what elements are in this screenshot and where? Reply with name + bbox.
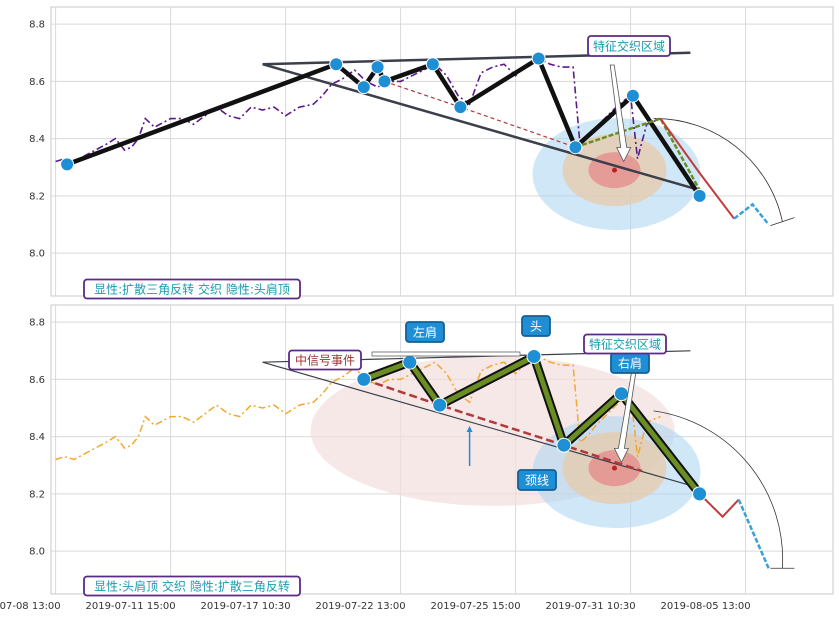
neckline-pointer-head: [466, 426, 473, 433]
projection-tick: [770, 217, 795, 226]
forecast-blue-path: [737, 499, 770, 569]
x-tick-label: 2019-07-31 10:30: [546, 601, 636, 612]
annotation-arrow: [613, 362, 638, 464]
pivot-point: [432, 397, 448, 413]
neckline-dashed: [363, 378, 643, 473]
x-tick-label: 2019-07-22 13:00: [316, 601, 406, 612]
pivot-point: [453, 100, 468, 115]
neckline-label-box: [517, 469, 557, 491]
y-tick-label: 8.2: [29, 489, 45, 500]
left-shoulder-label: 左肩: [413, 325, 437, 340]
signal-pointer: [371, 351, 521, 357]
pivot-point: [329, 57, 344, 72]
y-tick-label: 8.6: [29, 77, 45, 88]
pivot-point: [613, 386, 629, 402]
neckline-label: 颈线: [525, 474, 549, 488]
x-tick-label: 2019-07-08 13:00: [0, 601, 61, 612]
pivot-point: [625, 88, 640, 103]
pivot-point: [692, 188, 707, 203]
panel-footer-label: 显性:扩散三角反转 交织 隐性:头肩顶: [94, 282, 290, 297]
zone-center-dot: [612, 465, 617, 471]
annotation-arrow: [609, 64, 632, 163]
forecast-blue-path: [733, 202, 770, 226]
pivot-point: [356, 371, 372, 387]
signal-event-label-box: [288, 349, 362, 371]
pivot-point: [568, 140, 583, 155]
pivot-point: [425, 57, 440, 72]
x-tick-label: 2019-07-17 10:30: [201, 601, 291, 612]
y-tick-label: 8.8: [29, 20, 45, 31]
plot-frame: [50, 6, 834, 297]
lower-trend-line: [262, 62, 700, 192]
pivot-point: [556, 437, 572, 453]
panel-footer-label: 显性:头肩顶 交织 隐性:扩散三角反转: [94, 579, 290, 594]
pivot-point: [377, 74, 392, 89]
pivot-point: [692, 486, 708, 502]
pivot-point: [370, 60, 385, 75]
y-tick-label: 8.0: [29, 547, 45, 558]
x-tick-label: 2019-08-05 13:00: [661, 601, 751, 612]
y-tick-label: 8.0: [29, 249, 45, 260]
x-tick-label: 2019-07-11 15:00: [86, 601, 176, 612]
pivot-point: [356, 80, 371, 95]
pivot-point: [531, 51, 546, 66]
zone-annotation: 特征交织区域: [589, 337, 661, 352]
head-label-box: [521, 315, 551, 337]
projection-arc: [653, 410, 784, 569]
price-series-line: [55, 57, 661, 163]
right-shoulder-label: 右肩: [618, 356, 642, 371]
forecast-red-path: [698, 493, 740, 519]
zone-annotation-box: [587, 35, 671, 57]
left-shoulder-label-box: [405, 321, 445, 343]
zone-annotation: 特征交织区域: [593, 39, 665, 54]
projection-arc: [653, 118, 783, 222]
panel-footer-label-box: [83, 575, 301, 597]
y-tick-label: 8.4: [29, 432, 45, 443]
panel-footer-label-box: [83, 278, 301, 300]
pivot-point: [60, 157, 75, 172]
signal-event-label: 中信号事件: [295, 353, 355, 368]
forecast-red-path: [659, 118, 735, 220]
y-tick-label: 8.2: [29, 191, 45, 202]
zone-center-dot: [612, 167, 617, 173]
head-label: 头: [530, 320, 542, 334]
zone-annotation-box: [583, 333, 667, 355]
y-tick-label: 8.4: [29, 134, 45, 145]
x-tick-label: 2019-07-25 15:00: [431, 601, 521, 612]
pivot-point: [526, 349, 542, 365]
pivot-point: [402, 354, 418, 370]
y-tick-label: 8.8: [29, 318, 45, 329]
y-tick-label: 8.6: [29, 375, 45, 386]
pattern-green-segment: [575, 117, 701, 191]
